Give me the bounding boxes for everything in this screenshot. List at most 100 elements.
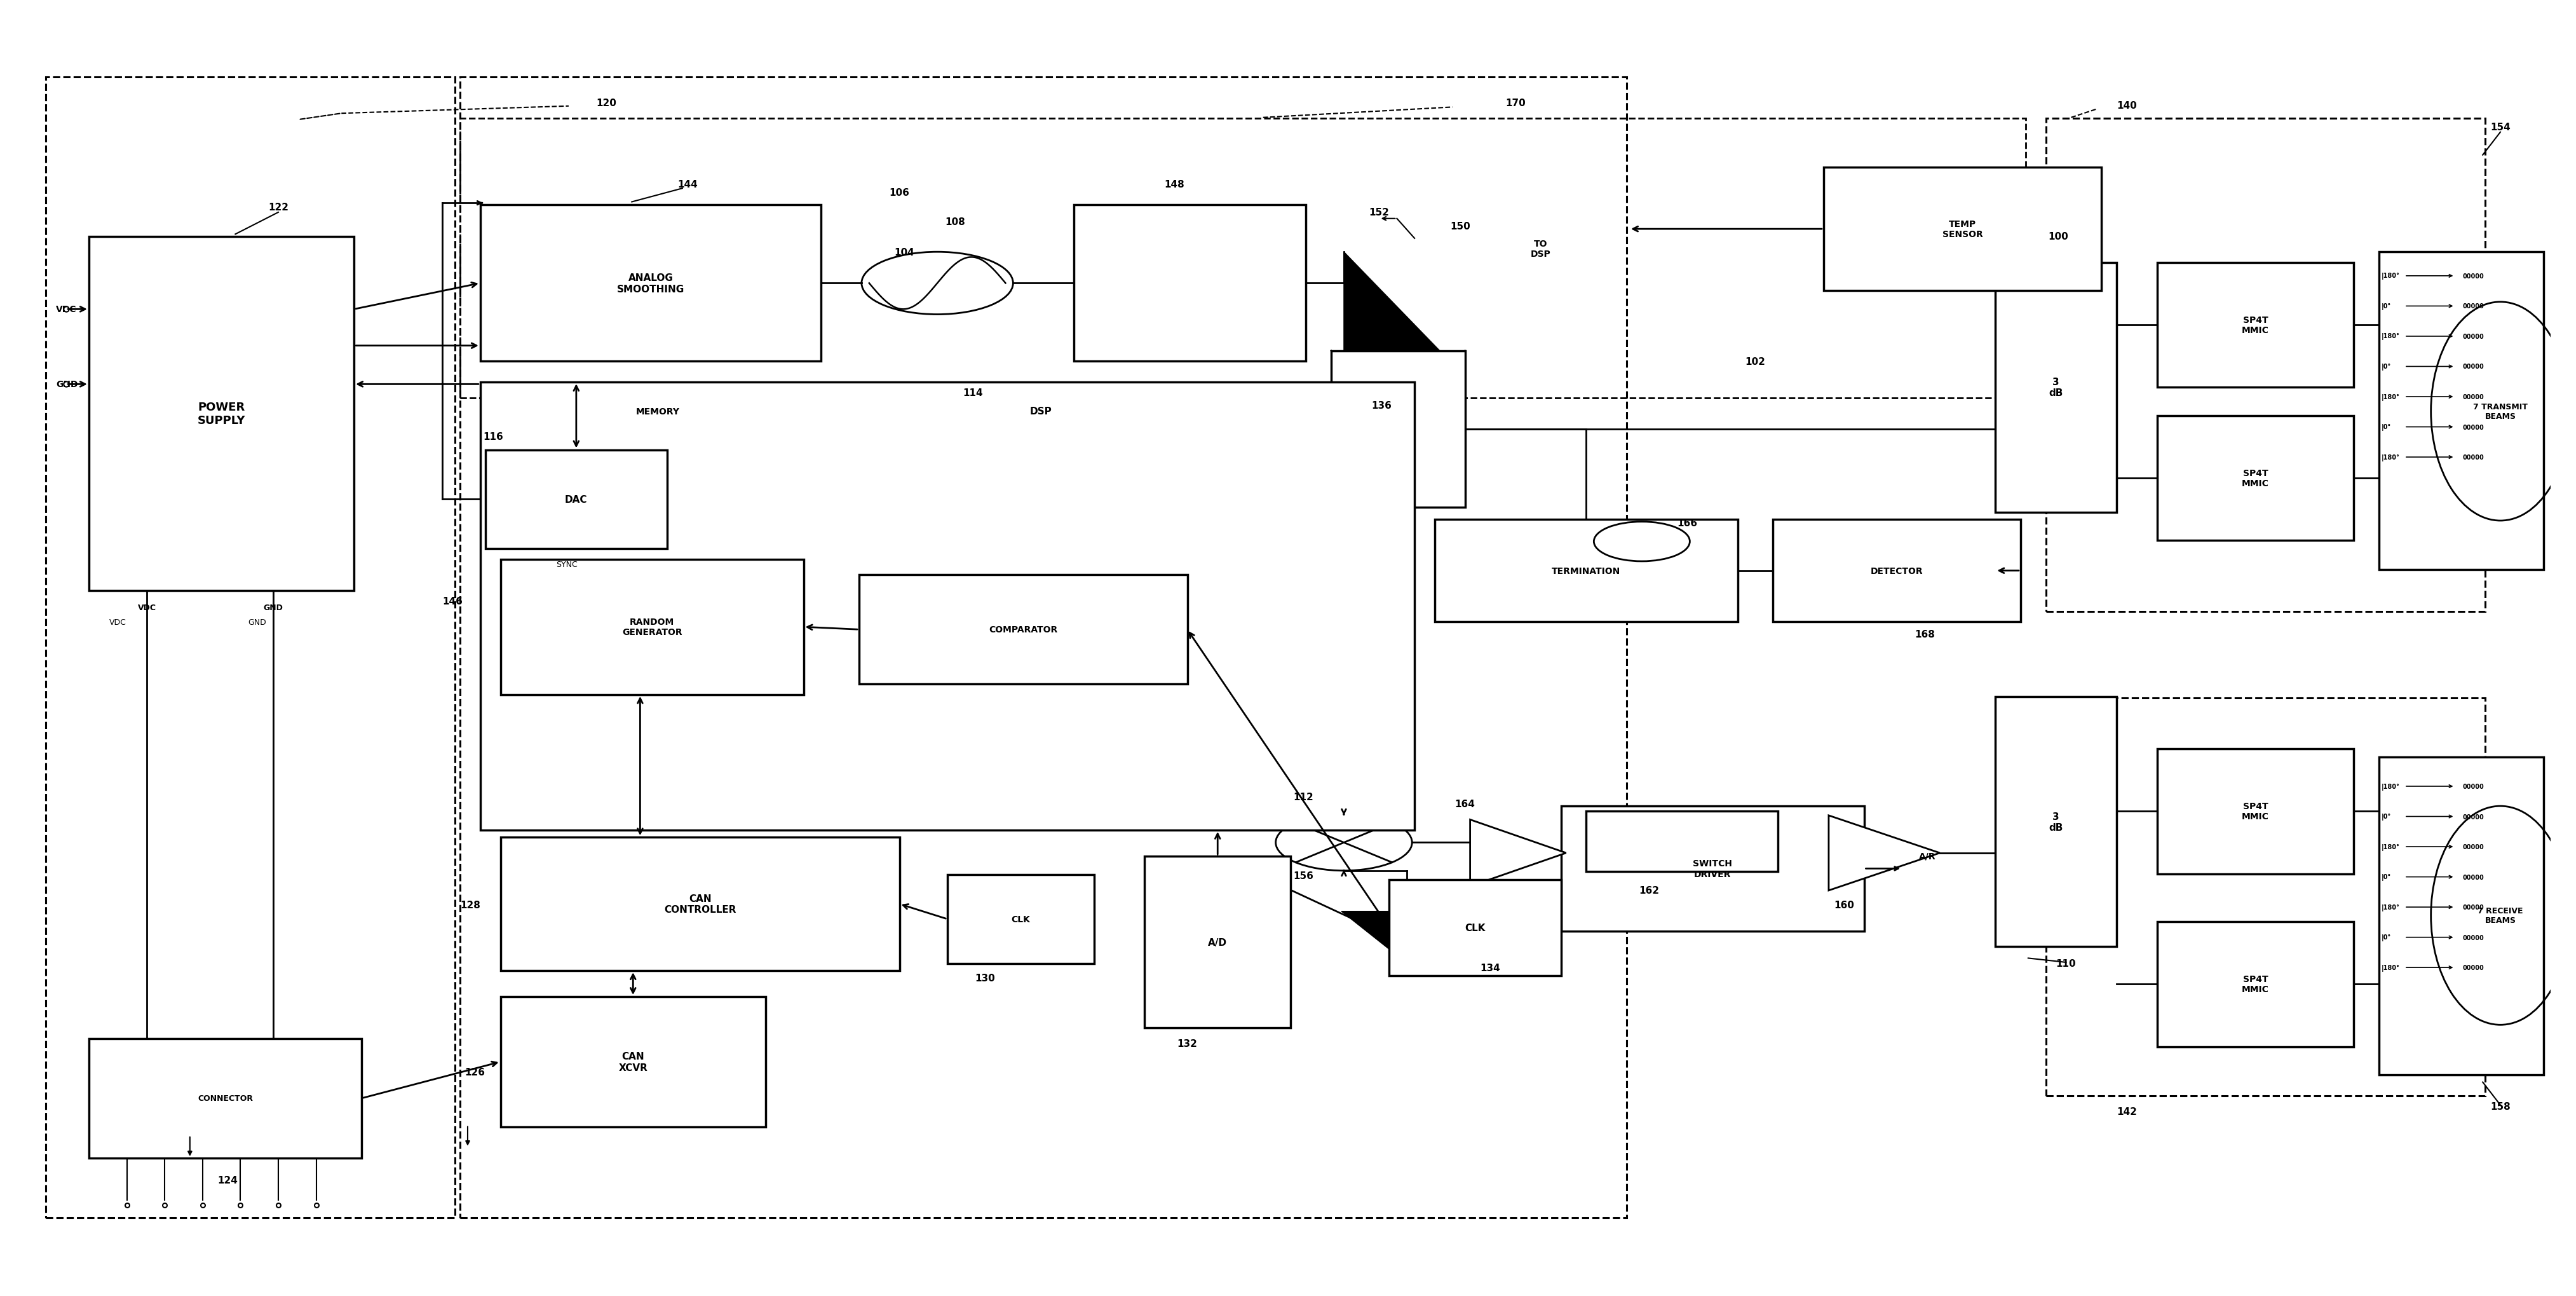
Bar: [1435, 520, 1736, 622]
Text: CLK: CLK: [1010, 915, 1030, 924]
Text: |0°: |0°: [2380, 813, 2391, 820]
Text: TERMINATION: TERMINATION: [1551, 566, 1620, 575]
Bar: [479, 382, 1414, 831]
Bar: [88, 237, 353, 591]
Text: 160: 160: [1834, 901, 1855, 910]
Text: 132: 132: [1177, 1039, 1198, 1048]
Text: 162: 162: [1638, 886, 1659, 896]
Text: VDC: VDC: [137, 603, 157, 612]
Text: 124: 124: [216, 1175, 237, 1185]
Bar: [46, 78, 456, 1217]
Text: 150: 150: [1450, 222, 1471, 231]
Text: 114: 114: [963, 388, 981, 398]
Text: TO
DSP: TO DSP: [1530, 240, 1551, 259]
Text: |180°: |180°: [2380, 844, 2398, 850]
Text: COMPARATOR: COMPARATOR: [989, 626, 1056, 634]
Text: 142: 142: [2115, 1107, 2136, 1116]
Text: 00000: 00000: [2463, 905, 2483, 911]
Text: SWITCH
DRIVER: SWITCH DRIVER: [1692, 859, 1731, 879]
Bar: [1994, 697, 2115, 947]
Bar: [500, 560, 804, 695]
Text: DAC: DAC: [564, 495, 587, 504]
Text: A/R: A/R: [1919, 851, 1935, 861]
Text: |0°: |0°: [2380, 424, 2391, 430]
Text: 00000: 00000: [2463, 273, 2483, 280]
Text: MEMORY: MEMORY: [636, 407, 680, 416]
Text: |180°: |180°: [2380, 903, 2398, 911]
Text: SP4T
MMIC: SP4T MMIC: [2241, 975, 2269, 994]
Text: 136: 136: [1370, 400, 1391, 410]
Text: 00000: 00000: [2463, 364, 2483, 371]
Bar: [484, 450, 667, 550]
Text: 158: 158: [2488, 1102, 2509, 1111]
Bar: [1824, 168, 2102, 290]
Text: DETECTOR: DETECTOR: [1870, 566, 1922, 575]
Text: 120: 120: [595, 98, 616, 108]
Text: 00000: 00000: [2463, 844, 2483, 850]
Text: 116: 116: [482, 432, 502, 442]
Text: POWER
SUPPLY: POWER SUPPLY: [198, 402, 245, 426]
Text: GND: GND: [263, 603, 283, 612]
Bar: [88, 1038, 361, 1159]
Text: 154: 154: [2488, 123, 2509, 132]
Polygon shape: [1345, 253, 1440, 450]
Text: DSP: DSP: [1030, 407, 1051, 416]
Text: TEMP
SENSOR: TEMP SENSOR: [1942, 220, 1984, 238]
Bar: [1561, 806, 1862, 932]
Bar: [1994, 263, 2115, 513]
Text: 00000: 00000: [2463, 333, 2483, 340]
Text: CAN
XCVR: CAN XCVR: [618, 1051, 647, 1072]
Text: |0°: |0°: [2380, 934, 2391, 941]
Text: |180°: |180°: [2380, 272, 2398, 280]
Text: ANALOG
SMOOTHING: ANALOG SMOOTHING: [616, 273, 685, 294]
Text: 110: 110: [2056, 959, 2076, 968]
Text: 122: 122: [268, 202, 289, 213]
Polygon shape: [1342, 911, 1473, 963]
Text: 00000: 00000: [2463, 874, 2483, 880]
Bar: [479, 206, 822, 362]
Text: SYNC: SYNC: [556, 561, 577, 569]
Bar: [2045, 699, 2486, 1095]
Text: CLK: CLK: [1466, 923, 1486, 933]
Text: 156: 156: [1293, 871, 1314, 881]
Text: |180°: |180°: [2380, 394, 2398, 400]
Text: 104: 104: [894, 248, 914, 257]
Text: 7 RECEIVE
BEAMS: 7 RECEIVE BEAMS: [2478, 907, 2522, 924]
Text: 128: 128: [461, 901, 479, 910]
Text: 148: 148: [1164, 180, 1185, 189]
Bar: [2156, 416, 2354, 540]
Text: 100: 100: [2048, 232, 2069, 241]
Polygon shape: [1471, 820, 1566, 886]
Text: 170: 170: [1504, 98, 1525, 108]
Text: 140: 140: [2115, 101, 2136, 110]
Bar: [948, 875, 1095, 963]
Bar: [461, 78, 1625, 1217]
Text: 146: 146: [443, 596, 464, 607]
Text: 00000: 00000: [2463, 814, 2483, 820]
Text: |180°: |180°: [2380, 454, 2398, 461]
Bar: [2156, 921, 2354, 1047]
Text: GND: GND: [57, 380, 77, 389]
Text: 106: 106: [889, 188, 909, 198]
Text: 144: 144: [677, 180, 698, 189]
Text: 7 TRANSMIT
BEAMS: 7 TRANSMIT BEAMS: [2473, 403, 2527, 420]
Text: 00000: 00000: [2463, 424, 2483, 430]
Text: 126: 126: [464, 1067, 484, 1077]
Bar: [2045, 119, 2486, 612]
Text: 3
dB: 3 dB: [2048, 811, 2063, 832]
Text: 3
dB: 3 dB: [2048, 377, 2063, 398]
Text: RANDOM
GENERATOR: RANDOM GENERATOR: [621, 618, 683, 636]
Text: A/D: A/D: [1208, 937, 1226, 947]
Text: SP4T
MMIC: SP4T MMIC: [2241, 316, 2269, 334]
Bar: [858, 575, 1188, 684]
Bar: [500, 837, 899, 971]
Text: 166: 166: [1677, 518, 1698, 527]
Text: CONNECTOR: CONNECTOR: [198, 1094, 252, 1103]
Bar: [1772, 520, 2020, 622]
Text: VDC: VDC: [57, 305, 77, 314]
Text: CAN
CONTROLLER: CAN CONTROLLER: [665, 894, 737, 915]
Bar: [1074, 206, 1306, 362]
Text: |0°: |0°: [2380, 303, 2391, 310]
Text: |180°: |180°: [2380, 783, 2398, 791]
Text: GND: GND: [247, 618, 265, 626]
